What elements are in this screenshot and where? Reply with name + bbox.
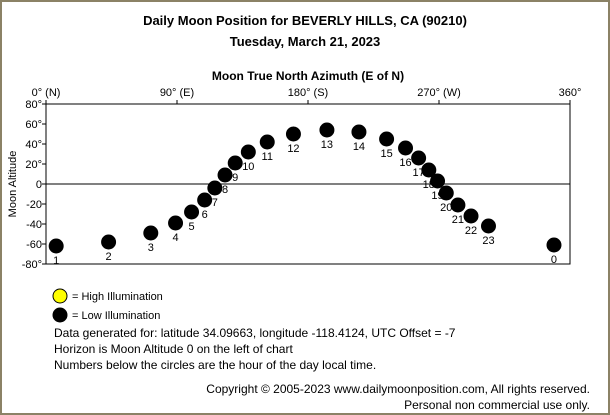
moon-position-point <box>450 197 466 213</box>
hour-label: 5 <box>188 221 194 233</box>
moon-position-point <box>411 150 427 166</box>
y-tick-label: -80° <box>22 259 42 271</box>
y-tick-label: 80° <box>25 99 42 111</box>
hour-label: 4 <box>172 232 178 244</box>
moon-position-point <box>217 167 233 183</box>
hour-label: 20 <box>440 202 452 214</box>
moon-position-point <box>379 131 395 147</box>
legend-high-marker <box>52 288 68 304</box>
footer-data-info: Data generated for: latitude 34.09663, l… <box>54 326 456 340</box>
y-tick-label: -60 <box>26 239 42 251</box>
y-tick-label: -40 <box>26 219 42 231</box>
hour-label: 0 <box>551 254 557 266</box>
moon-position-point <box>240 144 256 160</box>
personal-use-text: Personal non commercial use only. <box>404 398 590 412</box>
hour-label: 1 <box>53 255 59 267</box>
moon-position-point <box>48 238 64 254</box>
hour-label: 2 <box>106 251 112 263</box>
hour-label: 23 <box>482 235 494 247</box>
hour-label: 3 <box>148 242 154 254</box>
moon-position-point <box>168 215 184 231</box>
moon-position-point <box>227 155 243 171</box>
moon-position-point <box>463 208 479 224</box>
x-tick-label: 90° (E) <box>160 87 194 99</box>
moon-position-point <box>207 180 223 196</box>
hour-label: 7 <box>212 197 218 209</box>
moon-position-point <box>480 218 496 234</box>
page-title: Daily Moon Position for BEVERLY HILLS, C… <box>143 13 467 28</box>
page-date: Tuesday, March 21, 2023 <box>229 34 381 49</box>
y-tick-label: 0 <box>36 179 42 191</box>
legend-high-label: = High Illumination <box>72 291 163 303</box>
y-tick-label: -20 <box>26 199 42 211</box>
moon-position-point <box>430 173 446 189</box>
moon-position-point <box>101 234 117 250</box>
legend-low-label: = Low Illumination <box>72 310 160 322</box>
footer-horizon-info: Horizon is Moon Altitude 0 on the left o… <box>54 342 293 356</box>
hour-label: 15 <box>380 148 392 160</box>
chart-title: Moon True North Azimuth (E of N) <box>212 69 404 83</box>
moon-position-point <box>546 237 562 253</box>
moon-position-point <box>197 192 213 208</box>
footer-hours-info: Numbers below the circles are the hour o… <box>54 358 377 372</box>
hour-label: 21 <box>452 214 464 226</box>
hour-label: 9 <box>232 172 238 184</box>
moon-position-point <box>398 140 414 156</box>
hour-label: 12 <box>287 143 299 155</box>
hour-label: 14 <box>353 141 365 153</box>
moon-position-point <box>351 124 367 140</box>
x-tick-label: 0° (N) <box>32 87 61 99</box>
x-tick-label: 180° (S) <box>288 87 328 99</box>
hour-label: 16 <box>399 157 411 169</box>
moon-position-point <box>438 185 454 201</box>
moon-position-point <box>421 162 437 178</box>
moon-position-point <box>319 122 335 138</box>
x-tick-label: 360° <box>559 87 582 99</box>
y-tick-label: 20° <box>25 159 42 171</box>
hour-label: 11 <box>262 151 273 163</box>
copyright-text: Copyright © 2005-2023 www.dailymoonposit… <box>206 382 590 396</box>
hour-label: 22 <box>465 225 477 237</box>
hour-label: 13 <box>321 139 333 151</box>
x-tick-label: 270° (W) <box>417 87 461 99</box>
y-tick-label: 60° <box>25 119 42 131</box>
hour-label: 8 <box>222 184 228 196</box>
y-axis-title: Moon Altitude <box>7 151 19 218</box>
hour-label: 6 <box>202 209 208 221</box>
hour-label: 10 <box>242 161 254 173</box>
moon-position-point <box>184 204 200 220</box>
legend-low-marker <box>52 307 68 323</box>
y-tick-label: 40° <box>25 139 42 151</box>
moon-position-point <box>143 225 159 241</box>
moon-position-point <box>285 126 301 142</box>
moon-position-point <box>259 134 275 150</box>
